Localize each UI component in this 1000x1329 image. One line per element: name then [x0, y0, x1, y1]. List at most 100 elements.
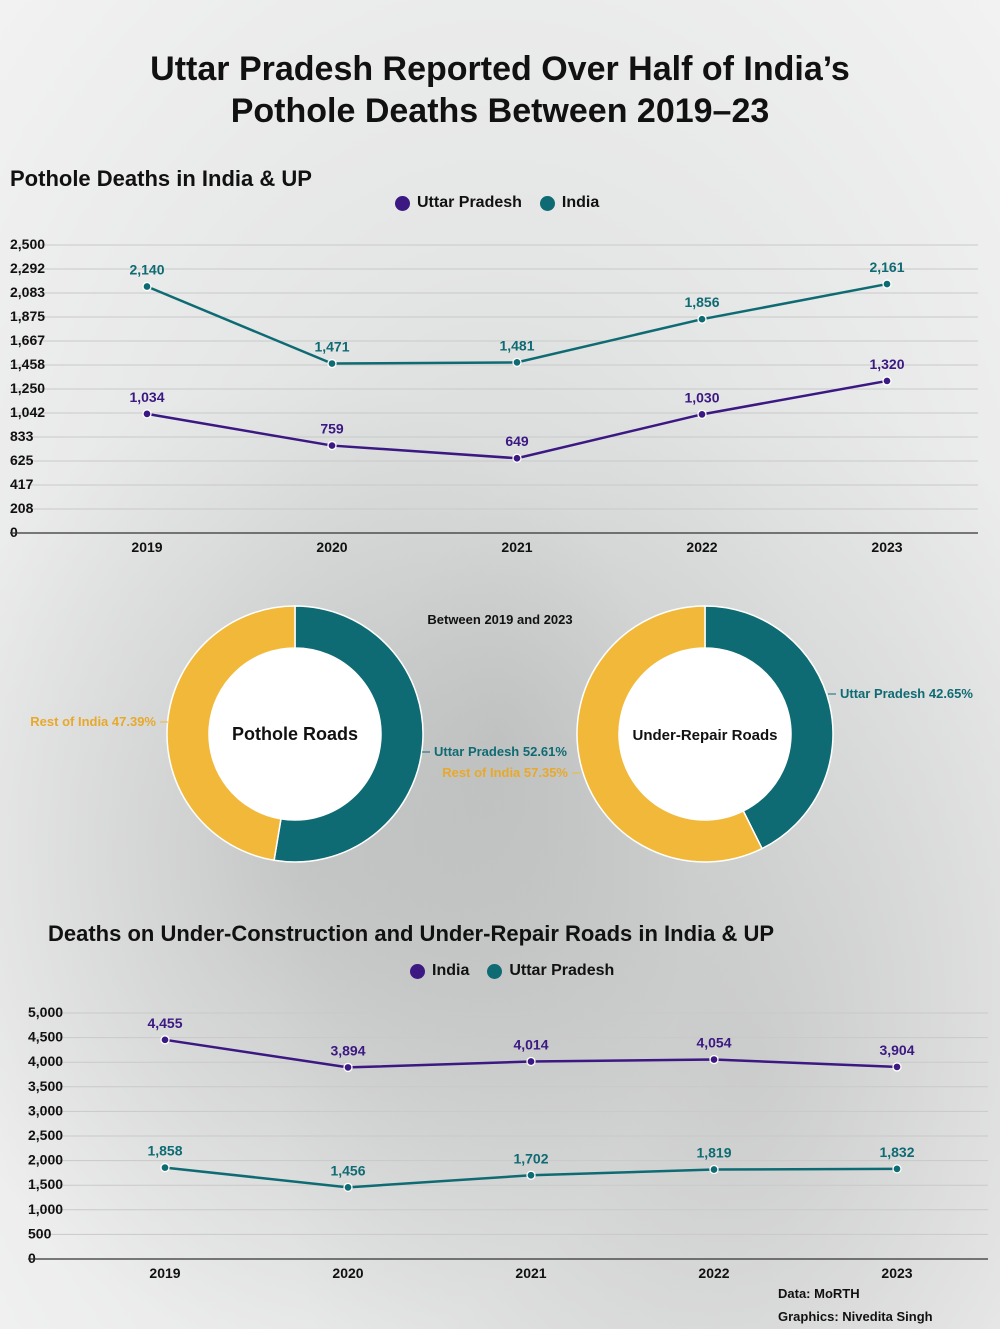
data-label: 4,014 — [513, 1037, 548, 1053]
x-tick-label: 2020 — [332, 1265, 363, 1281]
y-tick-label: 4,500 — [28, 1029, 63, 1045]
x-tick-label: 2019 — [131, 539, 162, 555]
y-tick-label: 833 — [10, 428, 34, 444]
legend-swatch-uttar-pradesh — [487, 963, 503, 979]
x-tick-label: 2022 — [698, 1265, 729, 1281]
legend-swatch-india — [539, 195, 555, 211]
data-point — [892, 1062, 902, 1072]
y-tick-label: 3,000 — [28, 1102, 63, 1118]
x-tick-label: 2022 — [686, 539, 717, 555]
y-tick-label: 1,250 — [10, 380, 45, 396]
legend-label: Uttar Pradesh — [417, 194, 522, 211]
data-label: 1,471 — [314, 339, 349, 355]
y-tick-label: 0 — [28, 1250, 36, 1266]
construction-deaths-line-chart: 0 500 1,000 1,500 2,000 2,500 3,000 3,500 4,000 4… — [28, 1004, 988, 1281]
x-tick-label: 2019 — [149, 1265, 180, 1281]
data-point — [327, 440, 337, 451]
y-tick-label: 1,000 — [28, 1201, 63, 1217]
data-label: 1,456 — [330, 1162, 365, 1178]
data-label: 1,481 — [499, 337, 534, 353]
data-label: 3,894 — [330, 1042, 365, 1058]
legend-item-india: India — [410, 962, 469, 980]
data-label: 1,034 — [129, 389, 164, 405]
data-label: 2,161 — [869, 259, 904, 275]
slice-label: Rest of India 57.35% — [442, 765, 568, 780]
data-point — [512, 357, 522, 368]
x-tick-label: 2023 — [871, 539, 902, 555]
data-point — [526, 1056, 536, 1067]
data-label: 1,858 — [147, 1143, 182, 1159]
y-tick-label: 2,292 — [10, 260, 45, 276]
data-point — [142, 409, 152, 419]
y-tick-label: 2,500 — [28, 1127, 63, 1143]
data-point — [709, 1164, 719, 1175]
donut-slice — [576, 605, 764, 863]
chart2-title: Deaths on Under-Construction and Under-R… — [48, 921, 775, 946]
chart2-legend: India Uttar Pradesh — [410, 962, 614, 980]
data-label: 649 — [505, 433, 529, 449]
slice-label: Uttar Pradesh 52.61% — [434, 744, 567, 759]
data-label: 1,702 — [513, 1150, 548, 1166]
data-point — [343, 1062, 353, 1073]
donut-caption: Between 2019 and 2023 — [427, 612, 573, 627]
y-tick-label: 5,000 — [28, 1004, 63, 1020]
donut-center-label: Pothole Roads — [232, 724, 358, 744]
slice-label: Rest of India 47.39% — [30, 714, 156, 729]
x-tick-label: 2021 — [501, 539, 532, 555]
x-tick-label: 2021 — [515, 1265, 546, 1281]
data-point — [160, 1035, 170, 1045]
chart1-title: Pothole Deaths in India & UP — [10, 166, 312, 191]
y-tick-label: 1,875 — [10, 308, 45, 324]
source-note: Data: MoRTH — [778, 1286, 860, 1301]
y-tick-label: 1,458 — [10, 356, 45, 372]
data-point — [892, 1164, 902, 1174]
legend-item-uttar-pradesh: Uttar Pradesh — [395, 194, 522, 212]
legend-swatch-india — [410, 963, 425, 979]
slice-label: Uttar Pradesh 42.65% — [840, 686, 973, 701]
data-point — [709, 1054, 719, 1065]
data-label: 4,455 — [147, 1015, 182, 1031]
donut-slice — [273, 605, 424, 863]
data-label: 4,054 — [696, 1035, 731, 1051]
legend-label: India — [432, 962, 470, 979]
chart1-legend: Uttar Pradesh India — [395, 194, 599, 212]
data-label: 1,320 — [869, 356, 904, 372]
y-tick-label: 2,083 — [10, 284, 45, 300]
legend-label: India — [561, 194, 600, 211]
pothole-deaths-line-chart: 0 208 417 625 833 1,042 1,250 1,458 1,667 1,875 2,… — [10, 236, 978, 555]
data-label: 1,819 — [696, 1145, 731, 1161]
data-point — [697, 409, 707, 419]
donut-slice — [166, 605, 296, 862]
donut-center-label: Under-Repair Roads — [632, 727, 777, 744]
donut-slice — [704, 605, 834, 850]
y-tick-label: 2,500 — [10, 236, 45, 252]
y-tick-label: 1,042 — [10, 404, 45, 420]
main-title: Uttar Pradesh Reported Over Half of Indi… — [150, 50, 850, 130]
data-point — [697, 314, 707, 324]
data-label: 759 — [320, 421, 344, 437]
y-tick-label: 3,500 — [28, 1078, 63, 1094]
data-label: 1,030 — [684, 389, 719, 405]
data-point — [882, 376, 892, 386]
y-tick-label: 2,000 — [28, 1152, 63, 1168]
x-tick-label: 2020 — [316, 539, 347, 555]
y-tick-label: 208 — [10, 500, 34, 516]
data-label: 3,904 — [879, 1042, 914, 1058]
data-point — [882, 279, 892, 289]
y-tick-label: 1,667 — [10, 332, 45, 348]
data-label: 2,140 — [129, 261, 164, 277]
y-tick-label: 625 — [10, 452, 34, 468]
data-point — [327, 358, 337, 369]
data-point — [142, 281, 152, 292]
legend-item-uttar-pradesh: Uttar Pradesh — [487, 962, 614, 980]
data-point — [526, 1170, 536, 1180]
y-tick-label: 417 — [10, 476, 34, 492]
data-point — [343, 1182, 353, 1193]
legend-swatch-uttar-pradesh — [395, 195, 410, 211]
donut-charts: Pothole Roads Uttar Pradesh 52.61% Rest of… — [30, 605, 973, 863]
donut-hole — [619, 648, 791, 820]
legend-label: Uttar Pradesh — [509, 962, 615, 979]
legend-item-india: India — [539, 194, 600, 212]
y-tick-label: 500 — [28, 1225, 52, 1241]
data-label: 1,856 — [684, 294, 719, 310]
